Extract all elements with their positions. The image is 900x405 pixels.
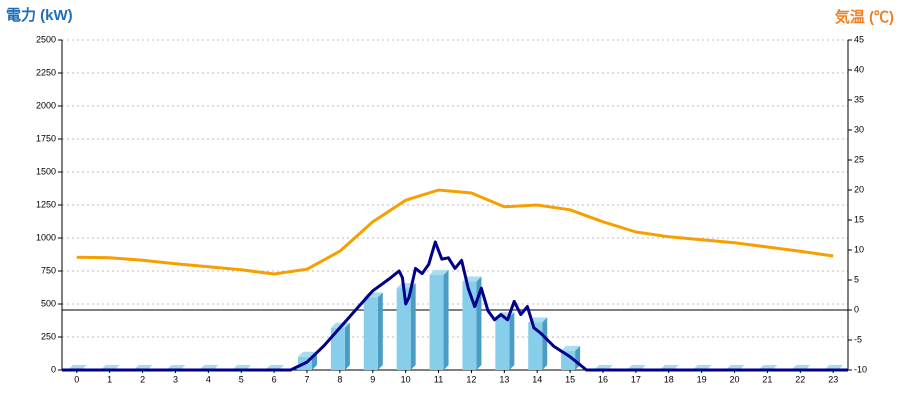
x-tick-label: 1 xyxy=(107,374,112,384)
bar-side xyxy=(443,269,449,370)
line xyxy=(62,240,848,372)
x-tick-label: 4 xyxy=(206,374,211,384)
x-tick-label: 5 xyxy=(239,374,244,384)
y2-tick-label: 40 xyxy=(854,64,864,74)
bar xyxy=(363,297,378,370)
y-tick-label: 2000 xyxy=(36,100,56,110)
y-tick-label: 1250 xyxy=(36,199,56,209)
bar-side xyxy=(344,322,350,370)
y2-tick-label: -5 xyxy=(854,334,862,344)
x-tick-label: 8 xyxy=(337,374,342,384)
y2-tick-label: 30 xyxy=(854,124,864,134)
y-tick-label: 0 xyxy=(51,364,56,374)
x-tick-label: 23 xyxy=(828,374,838,384)
x-tick-label: 17 xyxy=(631,374,641,384)
bar xyxy=(396,288,411,370)
x-tick-label: 18 xyxy=(664,374,674,384)
y2-tick-label: 5 xyxy=(854,274,859,284)
bar xyxy=(528,322,543,370)
y2-tick-label: -10 xyxy=(854,364,867,374)
x-tick-label: 2 xyxy=(140,374,145,384)
chart-title: 電力 (kW) xyxy=(6,6,73,24)
y-tick-label: 250 xyxy=(41,331,56,341)
y-tick-label: 500 xyxy=(41,298,56,308)
y2-title: 気温 (℃) xyxy=(835,8,894,26)
x-tick-label: 6 xyxy=(272,374,277,384)
y-tick-label: 1500 xyxy=(36,166,56,176)
bar-side xyxy=(410,283,416,370)
x-tick-label: 10 xyxy=(401,374,411,384)
x-tick-label: 0 xyxy=(74,374,79,384)
bar-top xyxy=(429,269,449,275)
bar-top xyxy=(561,345,581,351)
y-tick-label: 750 xyxy=(41,265,56,275)
x-tick-label: 13 xyxy=(499,374,509,384)
y2-tick-label: 45 xyxy=(854,34,864,44)
x-tick-label: 16 xyxy=(598,374,608,384)
x-tick-label: 22 xyxy=(795,374,805,384)
x-tick-label: 20 xyxy=(730,374,740,384)
y2-tick-label: 10 xyxy=(854,244,864,254)
y-tick-label: 1000 xyxy=(36,232,56,242)
line xyxy=(76,188,834,276)
y2-tick-label: 25 xyxy=(854,154,864,164)
bar xyxy=(330,327,345,370)
x-tick-label: 19 xyxy=(697,374,707,384)
x-tick-label: 12 xyxy=(466,374,476,384)
x-tick-label: 7 xyxy=(305,374,310,384)
bar xyxy=(429,274,444,370)
y2-tick-label: 35 xyxy=(854,94,864,104)
y2-tick-label: 0 xyxy=(854,304,859,314)
bar xyxy=(495,317,510,370)
y-tick-label: 2500 xyxy=(36,34,56,44)
y2-tick-label: 20 xyxy=(854,184,864,194)
bar-side xyxy=(542,317,548,370)
x-tick-label: 11 xyxy=(434,374,443,384)
x-tick-label: 15 xyxy=(565,374,575,384)
bar xyxy=(561,350,576,370)
x-tick-label: 3 xyxy=(173,374,178,384)
x-tick-label: 14 xyxy=(532,374,542,384)
bar-side xyxy=(509,312,515,370)
y-tick-label: 1750 xyxy=(36,133,56,143)
x-tick-label: 9 xyxy=(370,374,375,384)
bar-side xyxy=(377,292,383,370)
y2-tick-label: 15 xyxy=(854,214,864,224)
y-tick-label: 2250 xyxy=(36,67,56,77)
x-tick-label: 21 xyxy=(762,374,772,384)
